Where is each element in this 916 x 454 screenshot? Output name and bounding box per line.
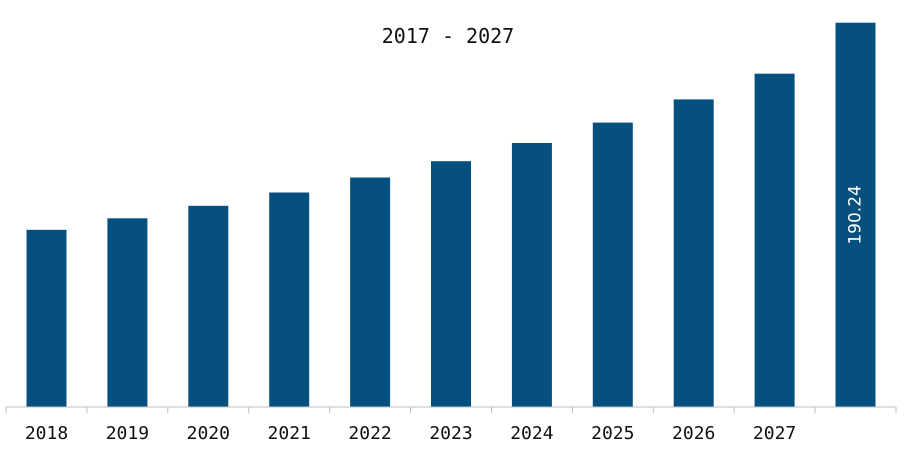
data-labels-layer: 190.24	[846, 185, 866, 244]
bar-2027	[754, 73, 795, 407]
chart-title: 2017 - 2027	[382, 24, 514, 48]
bar-2025	[592, 122, 633, 407]
x-tick-label-2025: 2025	[591, 423, 634, 444]
x-tick-label-2022: 2022	[348, 423, 391, 444]
x-axis-ticks	[5, 407, 897, 413]
bar-2021	[269, 192, 310, 407]
bar-2022	[350, 177, 391, 407]
x-tick-label-2024: 2024	[510, 423, 553, 444]
bar-2019	[107, 218, 148, 407]
x-axis-tick-labels: 2018 2019 2020 2021 2022 2023 2024 2025 2026 2027	[25, 423, 796, 444]
bars-layer	[26, 22, 876, 408]
bar-2026	[673, 99, 714, 408]
bar-2024	[511, 143, 552, 407]
bar-final	[835, 22, 876, 407]
data-label-final-bar: 190.24	[846, 185, 866, 244]
x-tick-label-2020: 2020	[187, 423, 230, 444]
bar-2018	[26, 229, 67, 407]
x-tick-label-2026: 2026	[672, 423, 715, 444]
x-tick-label-2018: 2018	[25, 423, 68, 444]
x-tick-label-2027: 2027	[753, 423, 796, 444]
x-tick-label-2021: 2021	[268, 423, 311, 444]
x-tick-label-2023: 2023	[429, 423, 472, 444]
x-tick-label-2019: 2019	[106, 423, 149, 444]
bar-2023	[431, 161, 471, 407]
bar-2020	[188, 205, 229, 407]
